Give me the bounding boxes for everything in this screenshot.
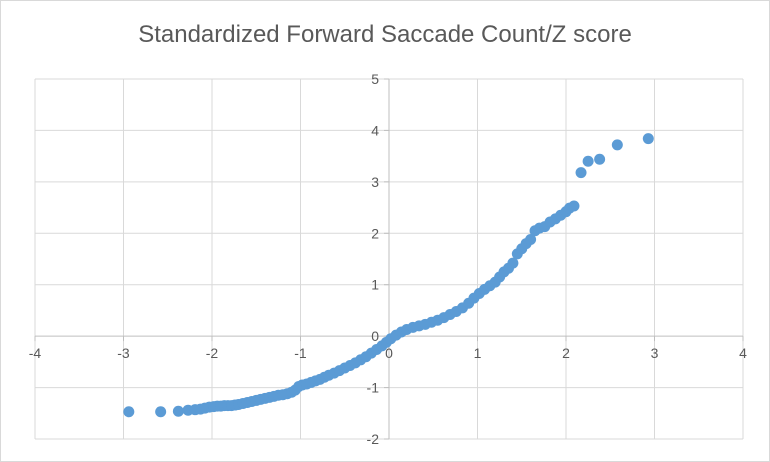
data-point <box>642 133 654 145</box>
y-tick-label: 1 <box>371 277 379 293</box>
x-tick-label: -3 <box>117 345 130 361</box>
chart-title: Standardized Forward Saccade Count/Z sco… <box>138 21 632 48</box>
data-point <box>525 233 537 245</box>
y-tick-label: 0 <box>371 328 379 344</box>
x-tick-label: 0 <box>385 345 393 361</box>
x-tick-label: -1 <box>294 345 307 361</box>
y-tick-label: -1 <box>367 380 380 396</box>
x-tick-label: 1 <box>474 345 482 361</box>
data-point <box>568 200 580 212</box>
x-tick-label: -2 <box>206 345 219 361</box>
x-tick-label: -4 <box>29 345 42 361</box>
data-point <box>575 167 587 179</box>
y-tick-label: 5 <box>371 71 379 87</box>
x-tick-label: 2 <box>562 345 570 361</box>
x-tick-label: 4 <box>739 345 747 361</box>
data-point <box>155 406 167 418</box>
data-point <box>123 406 135 418</box>
x-tick-label: 3 <box>651 345 659 361</box>
y-tick-label: 4 <box>371 122 379 138</box>
data-point <box>611 139 623 151</box>
y-tick-label: 3 <box>371 174 379 190</box>
data-point <box>594 153 606 165</box>
y-tick-label: 2 <box>371 225 379 241</box>
data-point <box>582 155 594 167</box>
data-point <box>507 257 519 269</box>
y-tick-label: -2 <box>367 431 380 447</box>
data-point <box>172 405 184 417</box>
